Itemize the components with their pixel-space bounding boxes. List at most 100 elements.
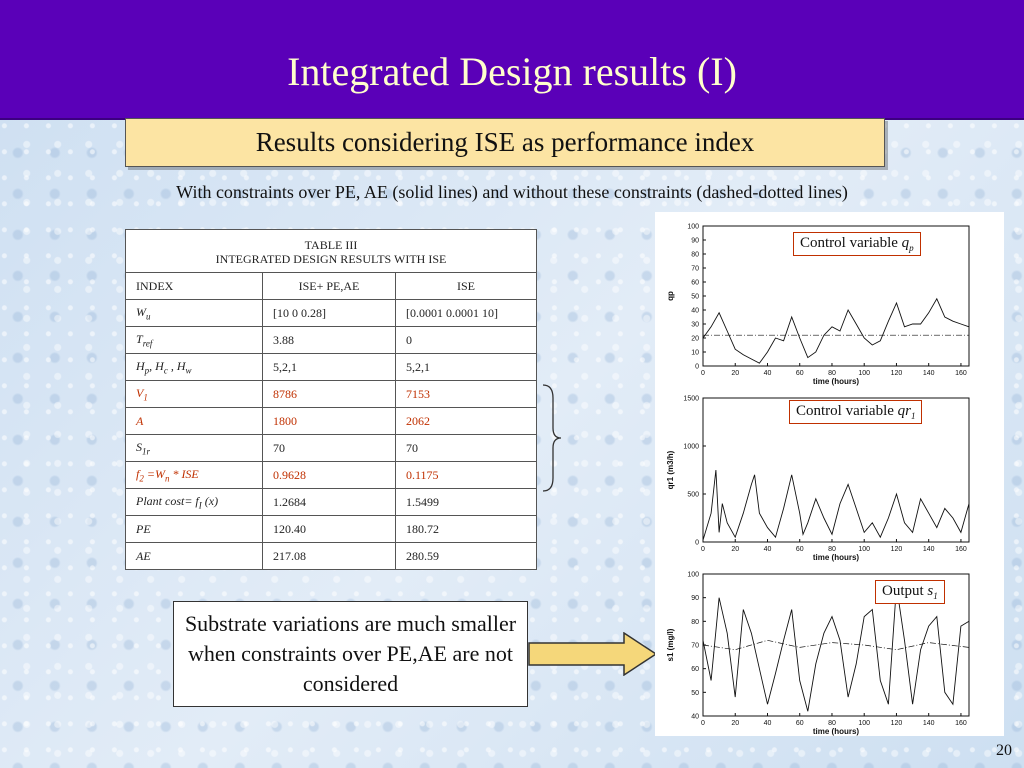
cell-ise: 70 <box>395 434 537 462</box>
x-tick-label: 40 <box>764 546 772 553</box>
cell-ise: 0.1175 <box>395 461 537 489</box>
x-tick-label: 60 <box>796 720 804 727</box>
cell-ise: 180.72 <box>395 515 537 543</box>
x-tick-label: 0 <box>701 720 705 727</box>
cell-ise: 280.59 <box>395 542 537 570</box>
cell-index: Tref <box>125 326 263 354</box>
arrow-right-icon <box>528 632 658 676</box>
y-tick-label: 60 <box>691 666 699 673</box>
x-axis-label: time (hours) <box>813 553 860 562</box>
cell-index: S1r <box>125 434 263 462</box>
y-axis-label: qr1 (m3/h) <box>666 450 675 489</box>
cell-index: Hp, Hc , Hw <box>125 353 263 381</box>
y-tick-label: 80 <box>691 252 699 259</box>
y-tick-label: 40 <box>691 714 699 721</box>
x-tick-label: 160 <box>955 370 967 377</box>
title-bar <box>0 0 1024 120</box>
y-tick-label: 90 <box>691 595 699 602</box>
cell-ise-pe-ae: 1800 <box>262 407 396 435</box>
cell-ise-pe-ae: 0.9628 <box>262 461 396 489</box>
cell-ise: 5,2,1 <box>395 353 537 381</box>
header-ise: ISE <box>395 272 537 300</box>
y-tick-label: 1000 <box>683 444 699 451</box>
cell-index: AE <box>125 542 263 570</box>
y-tick-label: 40 <box>691 308 699 315</box>
cell-ise: 0 <box>395 326 537 354</box>
x-tick-label: 80 <box>828 720 836 727</box>
y-tick-label: 0 <box>695 364 699 371</box>
x-tick-label: 60 <box>796 546 804 553</box>
table-row: Wu [10 0 0.28] [0.0001 0.0001 10] <box>125 299 537 327</box>
table-row: Tref 3.88 0 <box>125 326 537 354</box>
x-axis-label: time (hours) <box>813 377 860 386</box>
y-tick-label: 80 <box>691 619 699 626</box>
x-tick-label: 100 <box>858 370 870 377</box>
x-tick-label: 80 <box>828 370 836 377</box>
cell-ise: 7153 <box>395 380 537 408</box>
cell-index: V1 <box>125 380 263 408</box>
header-index: INDEX <box>125 272 263 300</box>
cell-index: Wu <box>125 299 263 327</box>
cell-ise-pe-ae: 70 <box>262 434 396 462</box>
cell-index: f2 =Wn * ISE <box>125 461 263 489</box>
plot-qp: 0 10 20 30 40 50 60 70 80 90 100 0 20 40 60 80 100 120 140… <box>655 212 1004 386</box>
x-tick-label: 120 <box>891 546 903 553</box>
x-tick-label: 20 <box>731 546 739 553</box>
slide-title: Integrated Design results (I) <box>287 49 737 94</box>
series-dashdot <box>702 639 970 651</box>
x-axis-label: time (hours) <box>813 727 860 736</box>
axes: 0 10 20 30 40 50 60 70 80 90 100 0 20 40 60 80 100 120 140… <box>687 224 967 378</box>
y-tick-label: 100 <box>687 224 699 231</box>
y-tick-label: 50 <box>691 690 699 697</box>
cell-index: A <box>125 407 263 435</box>
x-tick-label: 60 <box>796 370 804 377</box>
table-caption-line1: TABLE III <box>304 238 358 252</box>
y-tick-label: 500 <box>687 492 699 499</box>
x-tick-label: 0 <box>701 370 705 377</box>
table-row: PE 120.40 180.72 <box>125 515 537 543</box>
y-tick-label: 20 <box>691 336 699 343</box>
series-solid <box>702 297 970 364</box>
cell-ise-pe-ae: [10 0 0.28] <box>262 299 396 327</box>
plot-s1: 40 50 60 70 80 90 100 0 20 40 60 80 100 120 140 160 time… <box>655 564 1004 736</box>
x-tick-label: 40 <box>764 720 772 727</box>
cell-ise-pe-ae: 120.40 <box>262 515 396 543</box>
x-tick-label: 100 <box>858 720 870 727</box>
y-tick-label: 70 <box>691 643 699 650</box>
x-tick-label: 40 <box>764 370 772 377</box>
table-row: Plant cost= fI (x) 1.2684 1.5499 <box>125 488 537 516</box>
label-s1: Output s1 <box>875 580 945 604</box>
x-tick-label: 160 <box>955 720 967 727</box>
x-tick-label: 20 <box>731 720 739 727</box>
x-tick-label: 160 <box>955 546 967 553</box>
cell-ise: [0.0001 0.0001 10] <box>395 299 537 327</box>
x-tick-label: 140 <box>923 720 935 727</box>
curly-brace <box>542 384 562 492</box>
y-tick-label: 0 <box>695 540 699 547</box>
table-row: f2 =Wn * ISE 0.9628 0.1175 <box>125 461 537 489</box>
label-qp: Control variable qp <box>793 232 921 256</box>
description-text: With constraints over PE, AE (solid line… <box>176 182 848 202</box>
cell-index: PE <box>125 515 263 543</box>
y-axis-label: s1 (mg/l) <box>666 628 675 661</box>
y-tick-label: 10 <box>691 350 699 357</box>
chart-qr1: 0 500 1000 1500 0 20 40 60 80 100 120 140 160 time (h… <box>666 396 970 562</box>
y-tick-label: 70 <box>691 266 699 273</box>
table-row: V1 8786 7153 <box>125 380 537 408</box>
chart-qp: 0 10 20 30 40 50 60 70 80 90 100 0 20 40 60 80 100 120 140… <box>666 224 970 386</box>
note-text: Substrate variations are much smaller wh… <box>184 611 517 696</box>
axes: 40 50 60 70 80 90 100 0 20 40 60 80 100 120 140 160 <box>687 572 967 728</box>
cell-ise: 2062 <box>395 407 537 435</box>
plots-panel: 0 10 20 30 40 50 60 70 80 90 100 0 20 40 60 80 100 120 140… <box>655 212 1004 736</box>
x-tick-label: 140 <box>923 546 935 553</box>
label-qr1: Control variable qr1 <box>789 400 923 424</box>
note-box: Substrate variations are much smaller wh… <box>173 601 528 707</box>
page-number: 20 <box>996 742 1012 759</box>
x-tick-label: 120 <box>891 720 903 727</box>
y-tick-label: 50 <box>691 294 699 301</box>
table-row: Hp, Hc , Hw 5,2,1 5,2,1 <box>125 353 537 381</box>
y-tick-label: 90 <box>691 238 699 245</box>
table-caption-line2: INTEGRATED DESIGN RESULTS WITH ISE <box>215 252 447 266</box>
cell-ise-pe-ae: 217.08 <box>262 542 396 570</box>
subtitle-box: Results considering ISE as performance i… <box>125 118 885 167</box>
